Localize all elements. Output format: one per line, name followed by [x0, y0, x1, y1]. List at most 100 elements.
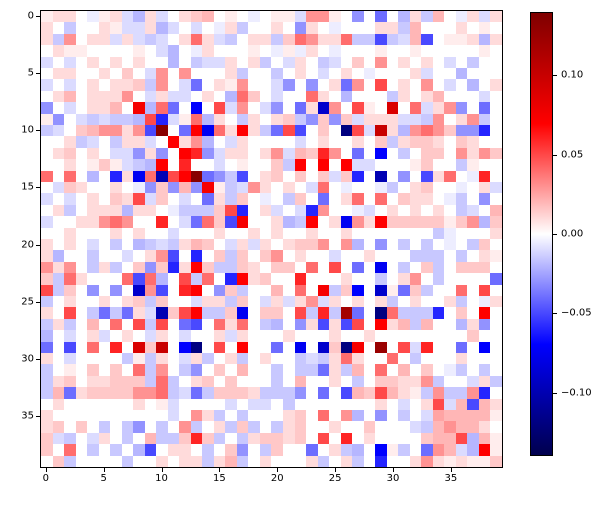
heatmap-cell: [156, 102, 168, 114]
heatmap-cell: [121, 409, 134, 422]
heatmap-cell: [306, 102, 318, 114]
heatmap-cell: [52, 238, 65, 251]
heatmap-cell: [467, 90, 479, 103]
heatmap-cell: [121, 364, 134, 376]
heatmap-cell: [248, 204, 260, 217]
heatmap-cell: [225, 113, 237, 125]
heatmap-cell: [283, 352, 295, 365]
heatmap-cell: [202, 147, 214, 160]
heatmap-cell: [179, 45, 191, 57]
heatmap-cell: [409, 181, 422, 194]
heatmap-cell: [386, 432, 399, 445]
heatmap-cell: [386, 238, 399, 251]
heatmap-cell: [421, 307, 433, 319]
heatmap-cell: [167, 387, 180, 399]
x-tick-mark: [335, 468, 337, 472]
heatmap-cell: [41, 295, 53, 308]
heatmap-cell: [144, 375, 157, 388]
heatmap-cell: [52, 387, 65, 399]
heatmap-cell: [133, 352, 145, 365]
heatmap-cell: [259, 227, 272, 239]
heatmap-cell: [283, 227, 295, 239]
heatmap-cell: [52, 341, 65, 353]
heatmap-cell: [375, 33, 387, 46]
heatmap-cell: [144, 90, 157, 103]
heatmap-cell: [213, 432, 226, 445]
heatmap-cell: [133, 238, 145, 251]
heatmap-cell: [352, 56, 364, 68]
heatmap-cell: [478, 455, 491, 467]
heatmap-cell: [398, 261, 410, 274]
heatmap-cell: [259, 352, 272, 365]
heatmap-cell: [52, 33, 65, 46]
heatmap-cell: [98, 181, 111, 194]
heatmap-cell: [340, 261, 353, 274]
heatmap-cell: [225, 273, 237, 285]
heatmap-cell: [87, 409, 99, 422]
heatmap-cell: [87, 261, 99, 274]
heatmap-cell: [294, 295, 307, 308]
heatmap-cell: [213, 330, 226, 342]
heatmap-cell: [64, 273, 76, 285]
heatmap-cell: [110, 204, 122, 217]
heatmap-cell: [444, 238, 456, 251]
heatmap-cell: [144, 387, 157, 399]
heatmap-cell: [340, 79, 353, 91]
heatmap-cell: [421, 79, 433, 91]
heatmap-cell: [363, 11, 376, 23]
heatmap-cell: [329, 330, 341, 342]
heatmap-cell: [490, 113, 502, 125]
heatmap-cell: [398, 341, 410, 353]
heatmap-cell: [248, 227, 260, 239]
heatmap-cell: [144, 136, 157, 148]
heatmap-cell: [156, 250, 168, 262]
heatmap-cell: [317, 307, 330, 319]
heatmap-cell: [271, 307, 284, 319]
heatmap-cell: [329, 102, 341, 114]
heatmap-cell: [236, 432, 249, 445]
heatmap-cell: [225, 56, 237, 68]
heatmap-cell: [444, 56, 456, 68]
heatmap-cell: [352, 124, 364, 137]
heatmap-cell: [444, 136, 456, 148]
heatmap-cell: [352, 193, 364, 205]
heatmap-cell: [41, 159, 53, 171]
heatmap-cell: [271, 387, 284, 399]
heatmap-cell: [329, 193, 341, 205]
heatmap-cell: [490, 227, 502, 239]
heatmap-cell: [64, 227, 76, 239]
heatmap-cell: [259, 444, 272, 456]
heatmap-cell: [478, 79, 491, 91]
heatmap-cell: [98, 387, 111, 399]
heatmap-cell: [75, 33, 88, 46]
heatmap-cell: [236, 455, 249, 467]
heatmap-cell: [64, 11, 76, 23]
heatmap-cell: [144, 273, 157, 285]
heatmap-cell: [248, 79, 260, 91]
heatmap-cell: [52, 79, 65, 91]
heatmap-cell: [121, 11, 134, 23]
y-tick-label: 25: [21, 296, 34, 308]
heatmap-cell: [352, 250, 364, 262]
heatmap-cell: [121, 352, 134, 365]
heatmap-cell: [444, 364, 456, 376]
heatmap-cell: [121, 273, 134, 285]
heatmap-cell: [444, 45, 456, 57]
heatmap-cell: [98, 159, 111, 171]
heatmap-cell: [398, 330, 410, 342]
heatmap-cell: [478, 341, 491, 353]
heatmap-cell: [294, 432, 307, 445]
heatmap-cell: [64, 364, 76, 376]
heatmap-cell: [259, 79, 272, 91]
heatmap-cell: [144, 341, 157, 353]
heatmap-cell: [259, 204, 272, 217]
heatmap-cell: [421, 330, 433, 342]
heatmap-cell: [283, 273, 295, 285]
heatmap-cell: [432, 22, 445, 34]
heatmap-cell: [352, 432, 364, 445]
heatmap-cell: [478, 238, 491, 251]
heatmap-cell: [363, 79, 376, 91]
heatmap-cell: [41, 307, 53, 319]
heatmap-cell: [41, 147, 53, 160]
heatmap-cell: [179, 295, 191, 308]
